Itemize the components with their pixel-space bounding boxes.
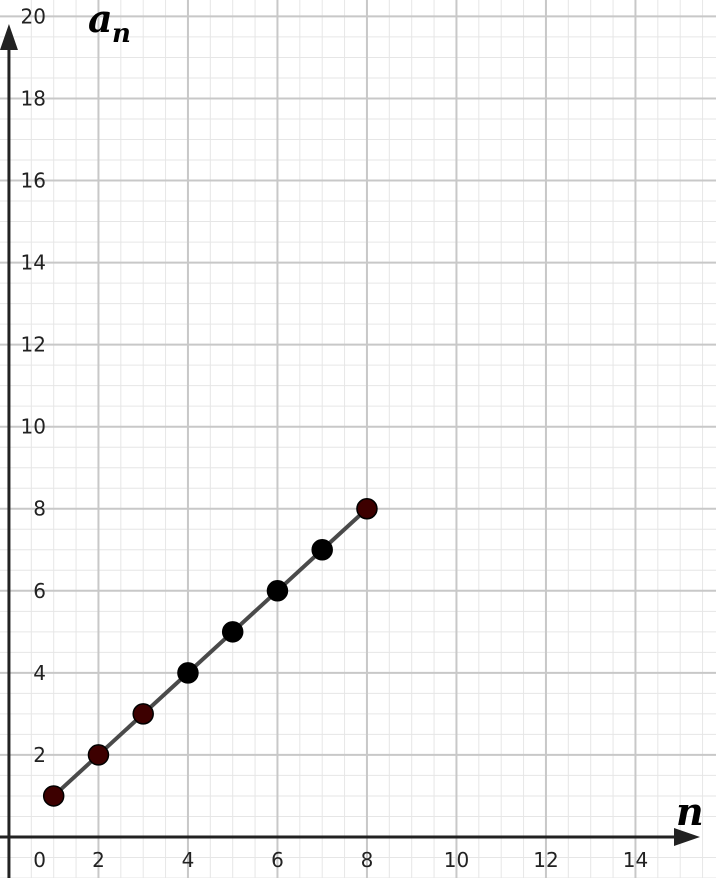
y-tick-label: 8 [33,497,46,521]
data-point [42,785,65,807]
y-axis-title-main: a [88,0,113,41]
y-axis-title-subscript: n [112,19,131,49]
data-points [42,497,378,807]
y-axis-title: a n [88,0,131,49]
y-tick-label: 10 [21,415,46,439]
x-axis-title: n [676,789,704,834]
y-tick-label: 14 [21,251,46,275]
origin-label: 0 [33,848,46,872]
x-tick-label: 12 [533,848,558,872]
data-point [266,580,289,602]
data-point [87,744,110,766]
data-point [177,662,199,684]
y-tick-label: 16 [21,169,46,193]
y-axis-arrow-icon [0,24,18,50]
y-tick-label: 12 [21,333,46,357]
x-tick-label: 8 [361,848,374,872]
x-tick-label: 2 [92,848,105,872]
data-point [311,539,333,561]
y-tick-label: 18 [21,86,46,110]
y-tick-label: 2 [33,743,46,767]
y-tick-label: 20 [21,4,46,28]
x-tick-label: 14 [623,848,648,872]
y-tick-label: 6 [33,579,46,603]
axes [0,24,700,878]
x-tick-label: 10 [444,848,469,872]
x-tick-label: 4 [182,848,195,872]
data-point [132,703,154,725]
x-axis-arrow-icon [674,827,700,846]
y-tick-labels: 2 4 6 8 10 12 14 16 18 20 [21,4,46,767]
data-point [356,497,378,520]
y-tick-label: 4 [33,661,46,685]
x-tick-label: 6 [271,848,284,872]
data-point [221,621,244,643]
